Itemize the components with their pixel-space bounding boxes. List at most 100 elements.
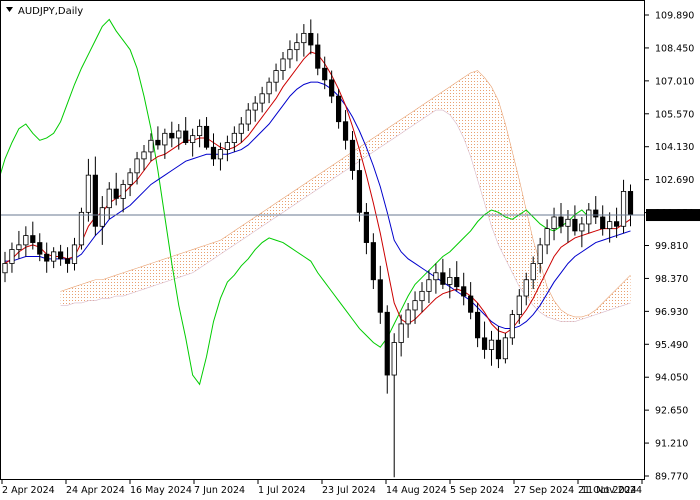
candle [356,158,363,222]
candle-body [322,67,328,81]
cloud-segment [324,165,332,185]
y-tick-label: 105.570 [655,109,694,120]
candle [329,70,335,104]
candle [44,242,50,273]
candle-body [99,207,105,227]
y-tick-label: 98.370 [655,274,688,285]
candle-body [217,149,224,160]
candle [544,219,550,255]
cloud-segment [338,156,346,176]
current-price-tag: 101.084 [646,209,700,222]
cloud-segment [456,77,464,138]
dropdown-triangle-icon [6,7,13,12]
candle-body [169,132,175,139]
cloud-segment [317,170,325,190]
cloud-segment [296,184,304,204]
candle-body [134,158,140,174]
x-tick-label: 21 Oct 2024 [578,485,637,496]
candle [495,326,502,369]
candle [405,302,411,338]
candle [572,205,578,236]
candle-body [301,32,307,44]
cloud-segment [602,296,610,313]
candle-body [516,295,522,316]
candle [176,124,182,150]
cloud-segment [241,221,249,241]
y-tick-label: 91.210 [655,439,688,450]
candle-body [551,216,557,230]
candle-body [593,209,599,218]
candle [586,203,592,234]
candle-body [224,142,230,150]
cloud-segment [269,203,277,222]
candle [322,56,328,90]
cloud-segment [428,96,436,115]
x-tick-label: 2 Apr 2024 [2,485,55,496]
plot-frame [0,0,645,480]
candle [509,309,515,345]
cloud-segment [623,275,631,306]
senkou-span-b-line [60,109,631,322]
candle [607,212,613,243]
cloud-segment [616,282,624,308]
candle-body [141,151,147,160]
candle [99,196,105,245]
candle [203,117,210,150]
candle-body [474,311,481,339]
cloud-segment [422,100,429,120]
candle [9,242,15,273]
candle-body [64,258,71,264]
candle-body [16,244,22,250]
candle [440,258,446,290]
candle-body [433,272,439,281]
candle [287,40,293,69]
candle-body [349,139,356,171]
chart-title-text: AUDJPY,Daily [18,6,83,17]
cloud-segment [185,249,193,276]
candle-body [273,70,279,83]
cloud-segment [380,128,388,148]
candle-body [391,342,397,376]
candle [169,121,175,148]
x-tick-label: 1 Jul 2024 [258,485,306,496]
candle-body [565,218,571,227]
candle [551,207,557,241]
candle [363,203,370,255]
cloud-segment [415,105,422,125]
cloud-segment [95,279,103,301]
cloud-segment [498,100,506,259]
cloud-segment [88,279,96,301]
candle [148,133,154,162]
candle-body [572,218,578,232]
y-tick-label: 96.930 [655,307,688,318]
candle [78,207,85,250]
candle-body [627,191,634,216]
x-tick-label: 7 Jun 2024 [194,485,245,496]
cloud-segment [477,70,485,204]
candle-body [607,221,613,230]
candle-body [405,309,411,325]
candle [64,247,71,273]
candle-body [85,174,91,213]
candle-body [384,311,390,376]
candle-body [71,244,78,264]
candle-body [113,188,119,199]
cloud-segment [199,244,207,269]
candle [37,233,43,262]
candle-body [614,221,620,227]
candle [391,333,397,478]
y-tick-label: 89.770 [655,472,688,483]
cloud-segment [373,133,381,152]
cloud-segment [60,289,68,306]
candle-body [440,272,446,285]
candle-body [2,263,8,274]
candle [30,221,36,250]
candle-body [342,121,349,141]
candle-body [162,132,168,146]
candle-body [488,339,495,350]
candle [398,314,404,357]
candle-body [51,251,57,262]
candle-body [176,130,182,139]
candle-body [183,130,189,144]
